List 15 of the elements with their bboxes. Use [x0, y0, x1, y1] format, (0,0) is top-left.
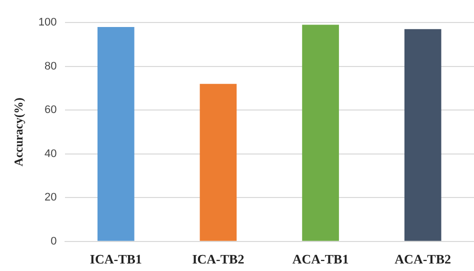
y-tick-label: 60: [44, 104, 57, 116]
x-tick-label: ACA-TB1: [292, 252, 349, 267]
y-axis-title: Accuracy(%): [11, 98, 26, 166]
x-tick-label: ICA-TB2: [192, 252, 244, 267]
bar: [97, 26, 134, 241]
y-tick-label: 100: [38, 16, 57, 29]
y-tick-label: 40: [44, 148, 57, 160]
bar: [200, 84, 237, 241]
x-tick-label: ACA-TB2: [394, 252, 452, 267]
y-tick-label: 80: [44, 60, 57, 72]
x-tick-label: ICA-TB1: [90, 252, 142, 267]
bar: [302, 24, 339, 241]
y-tick-label: 0: [50, 235, 57, 248]
bar: [404, 29, 442, 241]
y-tick-label: 20: [44, 192, 57, 204]
